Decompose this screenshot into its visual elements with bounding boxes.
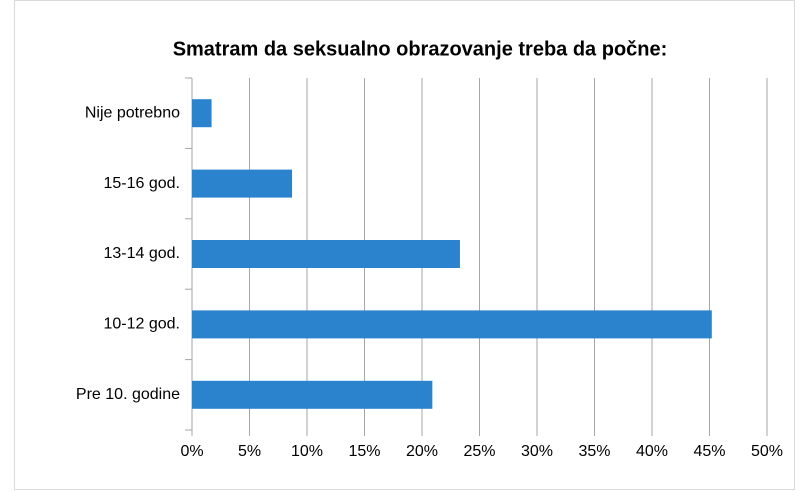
x-tick-label: 20% — [406, 443, 438, 460]
chart-frame — [14, 0, 795, 490]
x-tick-label: 45% — [693, 443, 725, 460]
x-tick-label: 10% — [291, 443, 323, 460]
bar — [192, 240, 460, 268]
x-tick-label: 5% — [238, 443, 261, 460]
y-tick-label: Pre 10. godine — [76, 386, 180, 403]
x-tick-label: 35% — [578, 443, 610, 460]
chart-title: Smatram da seksualno obrazovanje treba d… — [173, 38, 668, 60]
x-tick-label: 40% — [636, 443, 668, 460]
y-tick-label: 15-16 god. — [103, 175, 180, 192]
x-tick-label: 30% — [521, 443, 553, 460]
x-tick-label: 25% — [463, 443, 495, 460]
x-tick-label: 15% — [348, 443, 380, 460]
y-tick-label: Nije potrebno — [85, 104, 180, 121]
bar — [192, 310, 712, 339]
y-tick-label: 10-12 god. — [103, 316, 180, 333]
y-tick-label: 13-14 god. — [103, 245, 180, 262]
x-tick-label: 0% — [180, 443, 203, 460]
bar — [192, 380, 433, 409]
x-tick-label: 50% — [751, 443, 783, 460]
bar — [192, 99, 212, 128]
bar — [192, 169, 293, 198]
